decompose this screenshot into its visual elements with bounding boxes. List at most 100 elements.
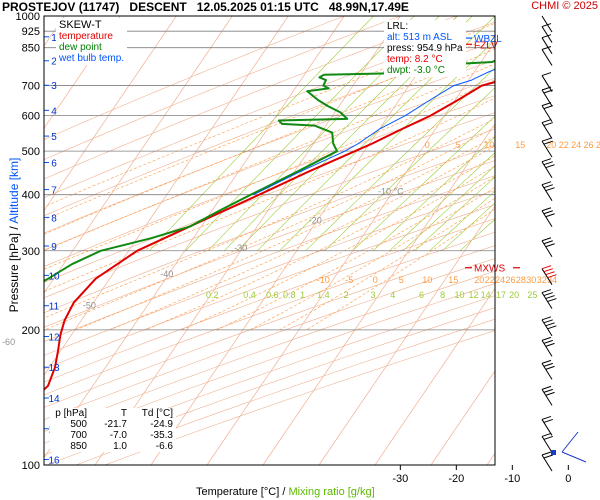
wind-barb-flag (543, 122, 553, 127)
wind-barb-shaft (541, 140, 553, 158)
moist-adiabat-label: -5 (345, 275, 353, 285)
wind-barb-flag (545, 164, 555, 169)
wind-barb-shaft (541, 268, 553, 285)
wbzl-label: WBZL (474, 34, 502, 45)
moist-adiabat-label: 15 (448, 275, 458, 285)
lrl-pressure: press: 954.9 hPa (387, 43, 463, 54)
moist-adiabat-label: 28 (596, 140, 600, 150)
moist-adiabat-label: 28 (516, 275, 526, 285)
table-header-t: T (120, 408, 127, 419)
dry-adiabat (44, 204, 495, 370)
diagram-labels: 0.2 0.4 0.6 0.8 1 1.4 2 3 4 6 8 10 12 14 17 20 250 5 10 15 2… (2, 140, 600, 347)
wind-barb-flag (541, 181, 552, 186)
legend-temperature: temperature (59, 31, 113, 42)
isotherm-line (44, 16, 345, 459)
mixing-ratio-line (372, 136, 495, 252)
pressure-tick-label: 400 (22, 190, 40, 202)
legend-title: SKEW-T (59, 19, 102, 31)
moist-adiabat (44, 126, 495, 331)
moist-adiabat-label: 10 (484, 140, 494, 150)
isotherm-line (44, 16, 289, 376)
mixing-ratio-label: 2 (344, 290, 349, 300)
level-table-header: p [hPa] T Td [°C] (53, 408, 173, 419)
x-axis-label: Temperature [°C] / Mixing ratio [g/kg] (196, 486, 375, 498)
wind-barb-flag (547, 325, 557, 330)
wind-barb-flag (541, 385, 552, 390)
wind-barb-flag (545, 322, 555, 327)
mixing-ratio-line (305, 67, 495, 252)
wind-barb-surface (561, 451, 587, 463)
wind-barb-flag (543, 89, 553, 94)
isotherms (44, 16, 495, 465)
wind-barb-flag (541, 34, 552, 39)
moist-adiabat-label: 10 (422, 275, 432, 285)
wind-barb-flag (541, 72, 552, 77)
altitude-tick-label: 7 (51, 186, 57, 197)
wind-barb-shaft (541, 319, 553, 337)
moist-adiabat-label: -10 (317, 275, 330, 285)
moist-adiabat-label: 24 (571, 140, 581, 150)
dry-adiabat (44, 160, 495, 328)
mixing-ratio-label: 20 (509, 290, 519, 300)
wind-barb-flag (543, 240, 553, 245)
altitude-tick-label: 12 (48, 332, 60, 343)
diagram-background (44, 16, 495, 465)
isotherm-label: -30 (234, 243, 247, 253)
wind-barb-shaft (541, 454, 553, 472)
wind-barb-flag (541, 207, 552, 212)
moist-adiabat-label: 5 (399, 275, 404, 285)
table-cell-t: -21.7 (104, 419, 127, 430)
mixing-ratio-label: 4 (390, 290, 395, 300)
mixing-ratio-label: 10 (455, 290, 465, 300)
pressure-tick-label: 700 (22, 81, 40, 93)
moist-adiabat-label: 0 (425, 140, 430, 150)
sounding-mode: DESCENT (129, 0, 187, 14)
dry-adiabat (44, 77, 495, 251)
lrl-box: LRL: alt: 513 m ASL press: 954.9 hPa tem… (384, 20, 466, 77)
dry-adiabat (44, 95, 495, 267)
y-axis-label-altitude: Altitude [km] (7, 157, 21, 224)
altitude-tick-label: 9 (51, 242, 57, 253)
wind-barb-shaft (541, 75, 553, 92)
y-axis-label: Pressure [hPa] / Altitude [km] (7, 135, 21, 335)
dry-adiabat (44, 112, 495, 283)
wind-barb-flag (547, 274, 557, 279)
pressure-tick-label: 600 (22, 111, 40, 123)
isotherm-line (206, 40, 495, 465)
moist-adiabat-label: 30 (526, 275, 536, 285)
wind-barb-shaft (541, 105, 553, 122)
isotherm-line (44, 16, 177, 212)
isotherm-label: -50 (83, 301, 96, 311)
table-cell-t: 1.0 (113, 441, 127, 452)
mixing-ratio-label: 0.6 (266, 290, 279, 300)
station-marker (551, 450, 556, 455)
temperature-tick-label: -20 (448, 473, 464, 485)
wind-barb-flag (541, 265, 552, 270)
wind-barb-flag (543, 105, 553, 110)
moist-adiabat-label: 20 (474, 275, 484, 285)
wind-barb-shaft (541, 49, 553, 66)
wind-barb-flag (545, 342, 555, 347)
wind-barb-shaft (541, 184, 553, 201)
wind-barb-surface (561, 431, 579, 453)
pressure-tick-label: 1000 (16, 11, 40, 23)
temperature-tick-label: -30 (392, 473, 408, 485)
mixing-ratio-line (389, 152, 495, 252)
wind-barb-flag (541, 316, 552, 321)
table-header-td: Td [°C] (141, 408, 173, 419)
isotherm-line (374, 287, 495, 465)
isotherm-line (262, 123, 495, 465)
dry-adiabat (44, 59, 495, 234)
x-axis-label-mixing: Mixing ratio [g/kg] (288, 486, 375, 498)
table-cell-p: 850 (70, 441, 87, 452)
mixing-ratio-line (402, 165, 495, 252)
wind-barb-flag (543, 140, 553, 145)
mixing-ratio-line (149, 16, 374, 252)
table-cell-t: -7.0 (109, 430, 127, 441)
temperature-tick-label: -10 (504, 473, 520, 485)
moist-adiabat-label: 26 (584, 140, 594, 150)
y-axis-label-sep: / (7, 226, 21, 230)
mixing-ratio-label: 0.4 (243, 290, 256, 300)
x-axis-label-sep: / (282, 486, 286, 498)
